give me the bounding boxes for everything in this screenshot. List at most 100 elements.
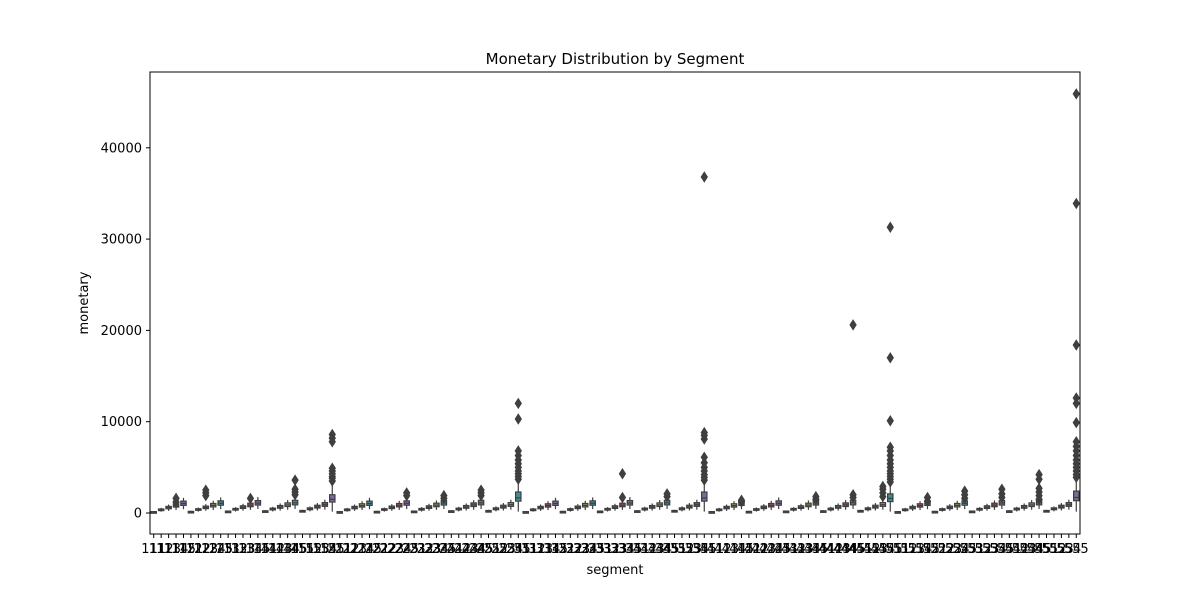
x-tick-label: 321 [551, 542, 576, 557]
x-tick-label: 532 [967, 542, 992, 557]
x-tick-label: 542 [1004, 542, 1029, 557]
x-tick-label: 232 [409, 542, 434, 557]
y-tick-label: 0 [134, 507, 142, 522]
box-555 [1073, 490, 1080, 502]
x-tick-label: 215 [357, 542, 382, 557]
x-tick-label: 434 [796, 542, 821, 557]
outlier-point [246, 492, 255, 505]
x-tick-label: 453 [863, 542, 888, 557]
x-tick-label: 323 [565, 542, 590, 557]
x-tick-label: 231 [402, 542, 427, 557]
x-tick-label: 145 [283, 542, 308, 557]
x-tick-label: 245 [469, 542, 494, 557]
x-tick-label: 322 [558, 542, 583, 557]
x-tick-label: 225 [394, 542, 419, 557]
x-tick-label: 325 [580, 542, 605, 557]
y-tick-label: 20000 [101, 324, 142, 339]
outlier-point [1072, 88, 1080, 100]
x-tick-label: 521 [923, 542, 948, 557]
x-tick-label: 443 [826, 542, 851, 557]
outlier-point [514, 397, 522, 410]
x-tick-label: 221 [365, 542, 390, 557]
box-455 [887, 493, 894, 503]
outlier-point [618, 491, 627, 504]
x-tick-label: 545 [1027, 542, 1052, 557]
x-tick-label: 155 [320, 542, 345, 557]
x-tick-label: 112 [149, 542, 174, 557]
x-tick-label: 254 [498, 542, 523, 557]
x-tick-label: 512 [893, 542, 918, 557]
x-tick-label: 543 [1012, 542, 1037, 557]
x-tick-label: 223 [379, 542, 404, 557]
x-tick-label: 533 [975, 542, 1000, 557]
outlier-point [618, 467, 627, 480]
x-tick-label: 432 [781, 542, 806, 557]
x-tick-label: 341 [625, 542, 650, 557]
outlier-point [879, 480, 887, 493]
outlier-point [172, 492, 180, 505]
outlier-point [998, 483, 1006, 496]
x-tick-label: 234 [424, 542, 449, 557]
outlier-point [1072, 416, 1080, 429]
x-tick-label: 544 [1019, 542, 1044, 557]
x-axis-ticks: 1111121131141151211221231241251311321331… [141, 534, 1089, 557]
outlier-point [1035, 482, 1043, 495]
outlier-point [328, 428, 336, 441]
x-tick-label: 541 [997, 542, 1022, 557]
x-tick-label: 153 [305, 542, 330, 557]
x-tick-label: 344 [647, 542, 672, 557]
x-tick-label: 511 [885, 542, 910, 557]
x-tick-label: 444 [833, 542, 858, 557]
x-tick-label: 115 [171, 542, 196, 557]
x-tick-label: 251 [476, 542, 501, 557]
x-tick-label: 354 [684, 542, 709, 557]
x-tick-label: 131 [216, 542, 241, 557]
x-tick-label: 442 [818, 542, 843, 557]
x-tick-label: 151 [290, 542, 315, 557]
x-tick-label: 421 [737, 542, 762, 557]
outlier-point [663, 488, 671, 500]
x-tick-label: 535 [989, 542, 1014, 557]
outlier-point [886, 352, 894, 364]
x-tick-label: 243 [454, 542, 479, 557]
x-tick-label: 132 [223, 542, 248, 557]
x-tick-label: 412 [707, 542, 732, 557]
x-tick-label: 314 [536, 542, 561, 557]
x-tick-label: 452 [856, 542, 881, 557]
outlier-point [700, 426, 708, 439]
outlier-point [886, 221, 894, 233]
x-tick-label: 154 [312, 542, 337, 557]
x-tick-label: 445 [841, 542, 866, 557]
y-tick-label: 10000 [101, 415, 142, 430]
outlier-point [923, 491, 932, 504]
x-tick-label: 152 [298, 542, 323, 557]
x-tick-label: 454 [870, 542, 895, 557]
x-tick-label: 355 [692, 542, 717, 557]
x-tick-label: 134 [238, 542, 263, 557]
x-tick-label: 433 [789, 542, 814, 557]
outlier-point [849, 488, 857, 501]
x-tick-label: 114 [164, 542, 189, 557]
x-tick-label: 133 [231, 542, 256, 557]
x-tick-label: 334 [610, 542, 635, 557]
x-tick-label: 124 [201, 542, 226, 557]
outlier-point [1072, 339, 1080, 351]
y-tick-label: 30000 [101, 233, 142, 248]
x-tick-label: 554 [1056, 542, 1081, 557]
x-tick-label: 233 [417, 542, 442, 557]
x-tick-label: 413 [714, 542, 739, 557]
x-tick-label: 241 [439, 542, 464, 557]
x-tick-label: 411 [699, 542, 724, 557]
outlier-point [737, 494, 746, 506]
outlier-point [291, 474, 299, 486]
outlier-point [886, 441, 894, 454]
plot-area [150, 88, 1080, 514]
outlier-point [202, 484, 210, 496]
x-tick-label: 324 [573, 542, 598, 557]
x-tick-label: 244 [461, 542, 486, 557]
x-tick-label: 514 [908, 542, 933, 557]
x-tick-label: 222 [372, 542, 397, 557]
x-tick-label: 235 [431, 542, 456, 557]
x-tick-label: 125 [208, 542, 233, 557]
